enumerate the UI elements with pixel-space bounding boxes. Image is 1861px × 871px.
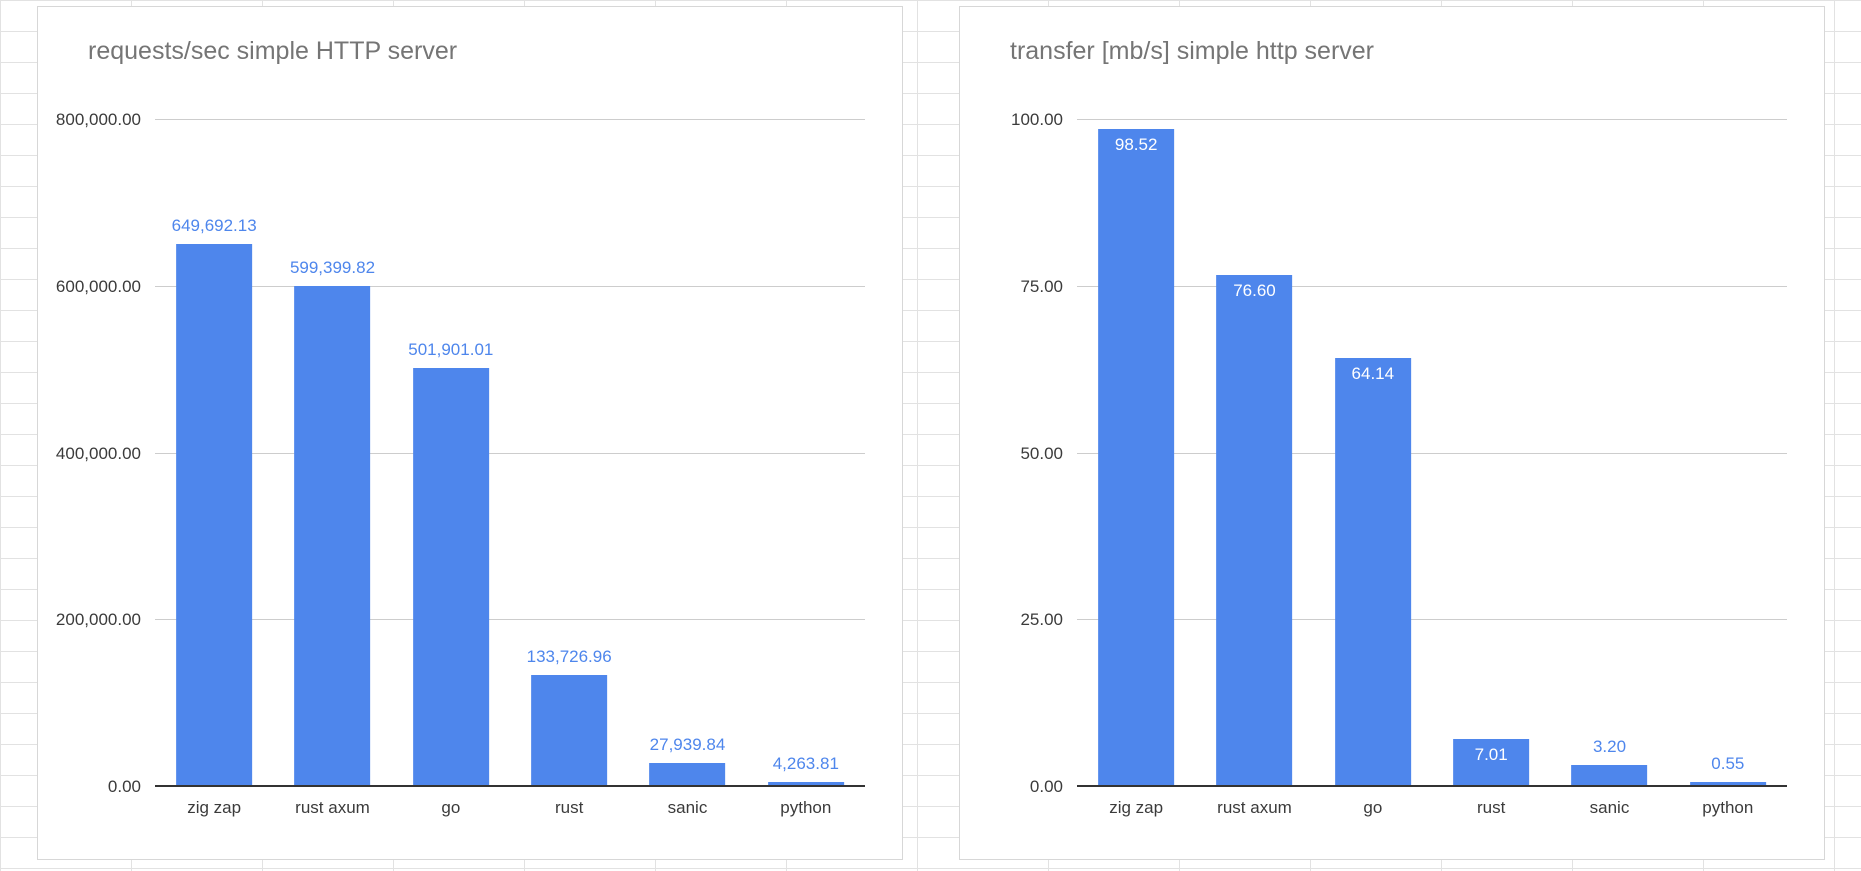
y-axis-tick-label: 25.00 bbox=[1020, 610, 1063, 630]
y-axis-tick-label: 75.00 bbox=[1020, 276, 1063, 296]
bar bbox=[1453, 739, 1530, 786]
x-category-label: rust bbox=[1476, 798, 1506, 817]
bar bbox=[1216, 275, 1293, 786]
gridline bbox=[155, 285, 865, 287]
bar bbox=[412, 367, 489, 786]
bar-value-label: 501,901.01 bbox=[408, 339, 494, 359]
bar bbox=[294, 286, 371, 786]
bar-value-label: 76.60 bbox=[1233, 281, 1276, 301]
bar-slot: 64.14 go bbox=[1314, 119, 1432, 817]
x-category-label: zig zap bbox=[1109, 798, 1164, 817]
bar-slot: 7.01 rust bbox=[1432, 119, 1550, 817]
plot-area: 100.00 75.00 50.00 25.00 0.00 98.52 zig zap 76.… bbox=[1011, 110, 1787, 817]
bar-slot: 4,263.81 python bbox=[747, 119, 865, 817]
y-axis-tick-label: 400,000.00 bbox=[55, 443, 141, 463]
x-category-label: python bbox=[780, 798, 832, 817]
bar bbox=[1689, 782, 1766, 786]
y-axis-tick-label: 800,000.00 bbox=[55, 110, 141, 129]
bar-slot: 133,726.96 rust bbox=[510, 119, 628, 817]
bar-value-label: 64.14 bbox=[1351, 364, 1395, 384]
gridline bbox=[155, 619, 865, 621]
bar bbox=[1098, 128, 1175, 786]
gridline bbox=[155, 452, 865, 454]
plot-area: 800,000.00 600,000.00 400,000.00 200,000.00… bbox=[56, 110, 865, 817]
x-axis-baseline bbox=[155, 785, 865, 787]
bar-slot: 0.55 python bbox=[1669, 119, 1787, 817]
bar bbox=[1334, 358, 1411, 786]
bar-slot: 98.52 zig zap bbox=[1077, 119, 1195, 817]
gridline bbox=[1077, 619, 1787, 621]
x-category-label: rust axum bbox=[295, 798, 370, 817]
x-category-label: rust bbox=[554, 798, 584, 817]
y-axis-tick-label: 200,000.00 bbox=[55, 610, 141, 630]
gridline bbox=[1077, 119, 1787, 120]
gridline bbox=[1077, 452, 1787, 454]
bar-value-label: 599,399.82 bbox=[289, 258, 376, 278]
x-category-label: zig zap bbox=[187, 798, 242, 817]
bar bbox=[767, 782, 844, 786]
x-axis-baseline bbox=[1077, 785, 1787, 787]
bar-value-label: 3.20 bbox=[1592, 736, 1627, 756]
chart-transfer-mbps[interactable]: transfer [mb/s] simple http server 100.0… bbox=[959, 6, 1825, 860]
bar-value-label: 4,263.81 bbox=[772, 754, 839, 774]
bar-slot: 76.60 rust axum bbox=[1195, 119, 1313, 817]
x-category-label: python bbox=[1702, 798, 1754, 817]
bar-value-label: 98.52 bbox=[1114, 134, 1158, 154]
chart-requests-per-sec[interactable]: requests/sec simple HTTP server 800,000.… bbox=[37, 6, 903, 860]
bar-value-label: 27,939.84 bbox=[649, 734, 726, 754]
x-category-label: go bbox=[441, 798, 461, 817]
y-axis-tick-label: 100.00 bbox=[1011, 110, 1063, 129]
x-category-label: rust axum bbox=[1217, 798, 1292, 817]
bar-slot: 3.20 sanic bbox=[1550, 119, 1668, 817]
y-axis-tick-label: 0.00 bbox=[107, 777, 141, 796]
x-category-label: sanic bbox=[1589, 798, 1630, 817]
bar-value-label: 133,726.96 bbox=[526, 646, 612, 666]
bar-value-label: 649,692.13 bbox=[171, 216, 257, 236]
bar bbox=[176, 244, 253, 786]
chart-title: transfer [mb/s] simple http server bbox=[1010, 37, 1375, 65]
gridline bbox=[1077, 285, 1787, 287]
bar-value-label: 0.55 bbox=[1711, 754, 1745, 774]
x-category-label: sanic bbox=[667, 798, 708, 817]
bar bbox=[1571, 764, 1648, 786]
y-axis-tick-label: 50.00 bbox=[1020, 443, 1063, 463]
bar bbox=[531, 674, 608, 786]
y-axis-tick-label: 600,000.00 bbox=[55, 276, 141, 296]
bar-value-label: 7.01 bbox=[1474, 745, 1508, 765]
bar-slot: 27,939.84 sanic bbox=[628, 119, 746, 817]
x-category-label: go bbox=[1363, 798, 1383, 817]
bar-slot: 501,901.01 go bbox=[392, 119, 510, 817]
bar bbox=[649, 762, 726, 786]
bar-slot: 649,692.13 zig zap bbox=[155, 119, 273, 817]
y-axis-tick-label: 0.00 bbox=[1029, 777, 1063, 796]
chart-title: requests/sec simple HTTP server bbox=[88, 37, 458, 65]
gridline bbox=[155, 119, 865, 120]
bar-slot: 599,399.82 rust axum bbox=[273, 119, 391, 817]
